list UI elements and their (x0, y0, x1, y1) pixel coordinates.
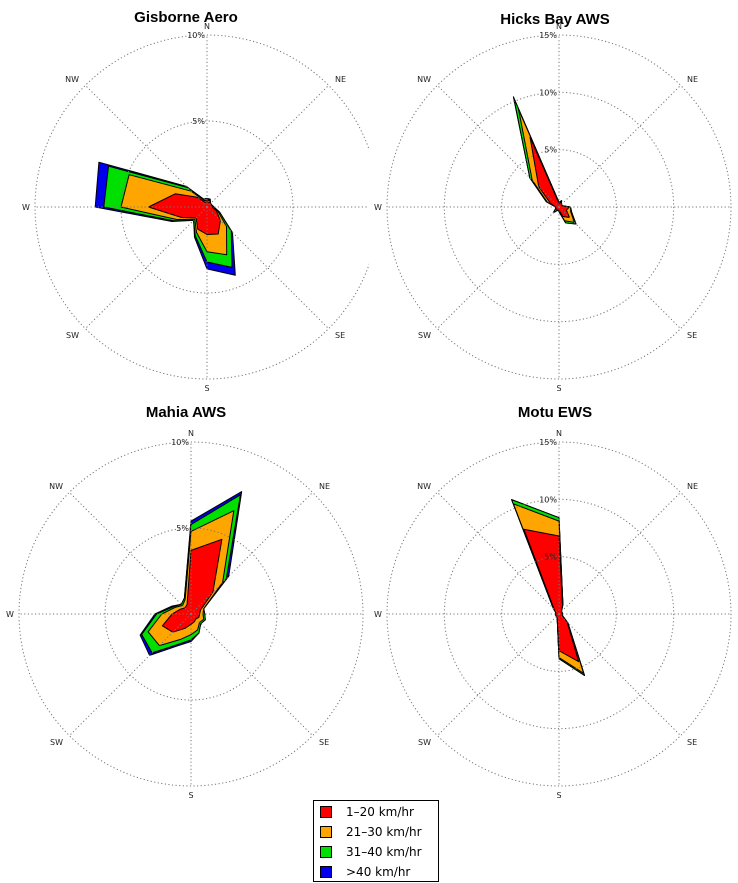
direction-label-w: W (374, 203, 382, 212)
legend-swatch (320, 825, 332, 838)
grid-ring (443, 91, 675, 323)
direction-label-se: SE (687, 738, 697, 747)
grid-spoke (69, 492, 192, 615)
direction-label-s: S (188, 791, 193, 800)
grid-ring (18, 441, 364, 787)
grid-spoke (558, 85, 681, 208)
direction-label-s: S (556, 384, 561, 392)
rose-title: Hicks Bay AWS (500, 11, 610, 28)
direction-label-nw: NW (65, 75, 79, 84)
ring-label: 5% (544, 146, 557, 155)
ring-label: 10% (539, 495, 557, 504)
direction-label-ne: NE (335, 75, 346, 84)
direction-label-n: N (556, 22, 562, 31)
legend-item: 1–20 km/hr (320, 802, 414, 821)
direction-label-se: SE (319, 738, 329, 747)
direction-label-w: W (6, 610, 14, 619)
ring-label: 5% (544, 553, 557, 562)
ring-label: 10% (539, 88, 557, 97)
legend-label: 31–40 km/hr (346, 844, 422, 859)
ring-label: 5% (192, 117, 205, 126)
direction-label-w: W (374, 610, 382, 619)
direction-label-n: N (188, 429, 194, 438)
direction-label-sw: SW (66, 331, 79, 340)
legend-swatch (320, 845, 332, 858)
legend-label: 1–20 km/hr (346, 804, 414, 819)
legend-swatch (320, 805, 332, 818)
direction-label-nw: NW (417, 482, 431, 491)
grid-spoke (558, 492, 681, 615)
ring-label: 10% (171, 438, 189, 447)
legend-label: 21–30 km/hr (346, 824, 422, 839)
direction-label-w: W (22, 203, 30, 212)
legend-label: >40 km/hr (346, 864, 411, 879)
grid-spoke (190, 613, 313, 736)
direction-label-s: S (556, 791, 561, 800)
petal-hicks-bay-aws-series-3 (513, 97, 577, 225)
legend-item: 21–30 km/hr (320, 822, 422, 841)
direction-label-n: N (204, 22, 210, 31)
direction-label-se: SE (687, 331, 697, 340)
legend-item: 31–40 km/hr (320, 842, 422, 861)
petal-motu-ews-series-1 (523, 528, 580, 663)
ring-label: 15% (539, 31, 557, 40)
direction-label-sw: SW (50, 738, 63, 747)
direction-label-nw: NW (417, 75, 431, 84)
petal-gisborne-aero-series-1 (148, 193, 221, 235)
grid-ring (120, 120, 294, 294)
grid-ring (34, 34, 369, 380)
grid-spoke (437, 85, 560, 208)
legend-swatch (320, 865, 332, 878)
legend-item: >40 km/hr (320, 862, 410, 881)
direction-label-n: N (556, 429, 562, 438)
direction-label-se: SE (335, 331, 345, 340)
grid-ring (443, 498, 675, 730)
ring-label: 15% (539, 438, 557, 447)
direction-label-sw: SW (418, 738, 431, 747)
petal-mahia-aws-series-1 (161, 538, 223, 633)
petal-hicks-bay-aws-series-1 (529, 136, 570, 218)
rose-title: Motu EWS (518, 404, 592, 421)
grid-ring (386, 441, 732, 787)
grid-ring (386, 34, 732, 380)
legend: 1–20 km/hr 21–30 km/hr 31–40 km/hr >40 k… (313, 800, 439, 882)
grid-spoke (437, 613, 560, 736)
direction-label-ne: NE (319, 482, 330, 491)
grid-spoke (437, 206, 560, 329)
rose-title: Gisborne Aero (134, 9, 238, 26)
ring-label: 5% (176, 524, 189, 533)
ring-label: 10% (187, 31, 205, 40)
rose-title: Mahia AWS (146, 404, 226, 421)
grid-ring (104, 527, 278, 701)
grid-spoke (558, 613, 681, 736)
direction-label-ne: NE (687, 482, 698, 491)
grid-spoke (558, 206, 681, 329)
direction-label-ne: NE (687, 75, 698, 84)
direction-label-nw: NW (49, 482, 63, 491)
petal-hicks-bay-aws-series-4 (512, 96, 577, 225)
direction-label-s: S (204, 384, 209, 392)
direction-label-sw: SW (418, 331, 431, 340)
